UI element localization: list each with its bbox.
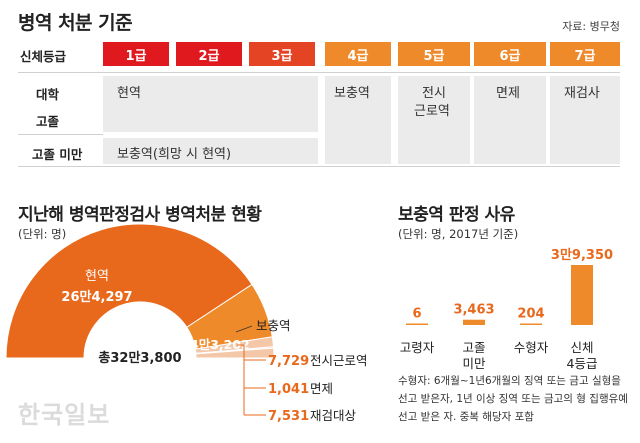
divider — [18, 166, 620, 167]
cell-wartime-labor: 전시 근로역 — [398, 76, 470, 164]
cell-exempt-text: 면제 — [496, 86, 520, 101]
slice-retest — [195, 347, 275, 359]
grade-5: 5급 — [398, 42, 470, 66]
grade-2: 2급 — [176, 42, 242, 66]
bar-category-label: 신체 — [570, 340, 593, 355]
footnote-line: 선고 받은 자. 중복 해당자 포함 — [398, 411, 534, 423]
slice-value-wartime: 7,729 — [268, 354, 309, 369]
cell-wartime-labor-line2: 근로역 — [414, 104, 450, 119]
bar-category-label: 고졸 — [462, 340, 485, 355]
cell-retest-text: 재검사 — [564, 86, 600, 101]
cell-retest: 재검사 — [550, 76, 620, 164]
bar-title: 보충역 판정 사유 — [398, 205, 515, 225]
slice-label-retest: 재검대상 — [310, 408, 357, 423]
divider — [18, 134, 103, 135]
cell-active-duty-text: 현역 — [117, 86, 141, 101]
source-note: 자료: 병무청 — [562, 20, 620, 33]
bar-value-label: 204 — [517, 307, 544, 322]
donut-unit: (단위: 명) — [18, 227, 67, 241]
bar — [406, 323, 428, 325]
donut-title: 지난해 병역판정검사 병역처분 현황 — [18, 205, 262, 225]
slice-label-supplementary: 보충역 — [256, 318, 291, 333]
bar-value-label: 6 — [412, 307, 421, 322]
cell-supplementary-text: 보충역 — [334, 86, 370, 101]
cell-exempt: 면제 — [474, 76, 546, 164]
footnote-line: 수형자: 6개월~1년6개월의 징역 또는 금고 실형을 — [398, 375, 621, 387]
bar-category-label: 미만 — [462, 356, 486, 371]
grade-4: 4급 — [325, 42, 391, 66]
bar — [520, 323, 542, 325]
slice-value-exempt: 1,041 — [268, 382, 309, 397]
footnote-line: 선고 받은자, 1년 이상 징역 또는 금고의 형 집행유예 — [398, 393, 628, 405]
grade-row-label: 신체등급 — [20, 49, 67, 64]
bar-unit: (단위: 명, 2017년 기준) — [398, 227, 519, 241]
grade-1: 1급 — [103, 42, 169, 66]
bar — [571, 265, 593, 325]
footnote: 수형자: 6개월~1년6개월의 징역 또는 금고 실형을 선고 받은자, 1년 … — [398, 372, 628, 426]
divider — [18, 72, 620, 73]
cell-low-education-text: 보충역(희망 시 현역) — [117, 147, 232, 162]
row-label-highschool: 고졸 — [36, 114, 60, 129]
bar-value-label: 3만9,350 — [551, 247, 613, 263]
bar-category-label: 4등급 — [567, 356, 598, 371]
slice-value-retest: 7,531 — [268, 409, 309, 424]
slice-label-wartime: 전시근로역 — [310, 353, 368, 368]
bar-value-label: 3,463 — [453, 303, 494, 318]
grade-3: 3급 — [249, 42, 315, 66]
row-label-below-highschool: 고졸 미만 — [32, 147, 83, 162]
slice-label-active: 현역 — [85, 269, 109, 284]
watermark-logo: 한국일보 — [18, 401, 111, 429]
donut-total: 총32만3,800 — [98, 350, 181, 366]
cell-supplementary: 보충역 — [325, 76, 391, 164]
grade-7: 7급 — [550, 42, 620, 66]
leader-supplementary — [235, 325, 253, 333]
bar-category-label: 고령자 — [400, 340, 435, 355]
bar — [463, 319, 485, 325]
row-label-college: 대학 — [36, 87, 60, 102]
cell-wartime-labor-line1: 전시 — [422, 86, 446, 101]
page-title: 병역 처분 기준 — [18, 12, 133, 34]
cell-active-duty: 현역 — [103, 76, 318, 132]
slice-label-exempt: 면제 — [310, 381, 333, 396]
slice-value-active: 26만4,297 — [61, 289, 132, 305]
grade-6: 6급 — [474, 42, 546, 66]
bar-category-label: 수형자 — [514, 340, 549, 355]
slice-value-supplementary: 4만3,202 — [190, 337, 250, 352]
cell-low-education: 보충역(희망 시 현역) — [103, 138, 318, 164]
